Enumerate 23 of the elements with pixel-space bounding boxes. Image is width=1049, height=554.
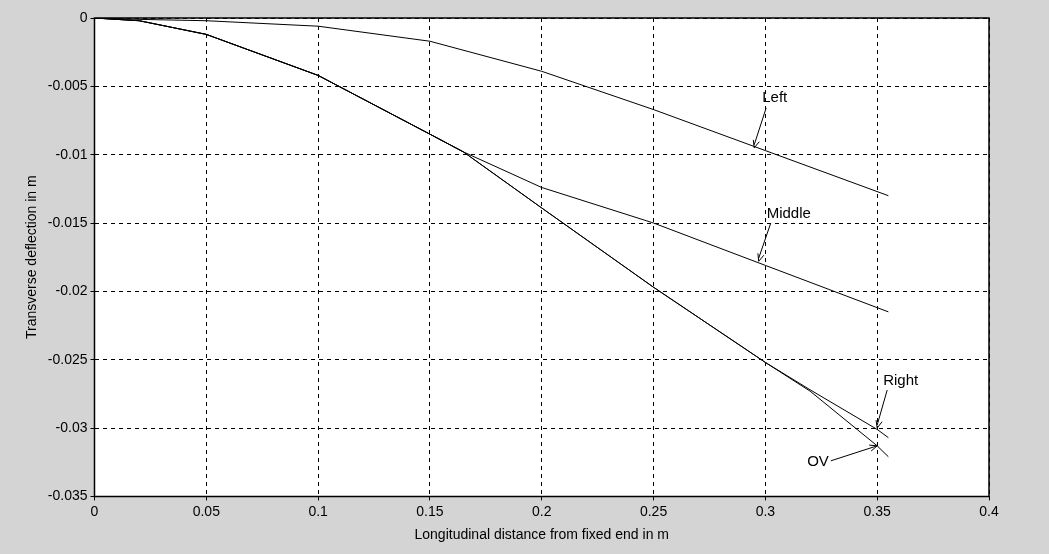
y-axis-title: Transverse deflection in m xyxy=(23,175,40,340)
x-tick-label: 0.05 xyxy=(192,502,221,519)
x-tick-label: 0.3 xyxy=(755,502,776,519)
x-tick-label: 0.2 xyxy=(532,502,552,519)
annotation: Middle xyxy=(766,203,811,221)
y-tick-label: -0.005 xyxy=(47,77,88,94)
x-tick-label: 0.1 xyxy=(308,502,329,519)
x-axis-title: Longitudinal distance from fixed end in m xyxy=(414,526,669,543)
x-tick-label: 0.35 xyxy=(863,502,892,519)
annotation: Left xyxy=(762,88,789,106)
y-tick-label: -0.02 xyxy=(55,282,88,299)
y-tick-label: -0.01 xyxy=(55,145,88,162)
annotation: Right xyxy=(883,370,920,388)
x-tick-label: 0.4 xyxy=(979,502,999,519)
y-tick-label: -0.015 xyxy=(47,213,88,230)
y-tick-label: -0.03 xyxy=(55,418,88,435)
annotation: OV xyxy=(807,452,829,470)
y-tick-label: 0 xyxy=(79,8,88,25)
y-tick-label: -0.035 xyxy=(47,487,88,504)
y-tick-label: -0.025 xyxy=(47,350,88,367)
x-tick-label: 0.25 xyxy=(639,502,668,519)
x-tick-label: 0 xyxy=(90,502,99,519)
x-tick-label: 0.15 xyxy=(416,502,444,519)
